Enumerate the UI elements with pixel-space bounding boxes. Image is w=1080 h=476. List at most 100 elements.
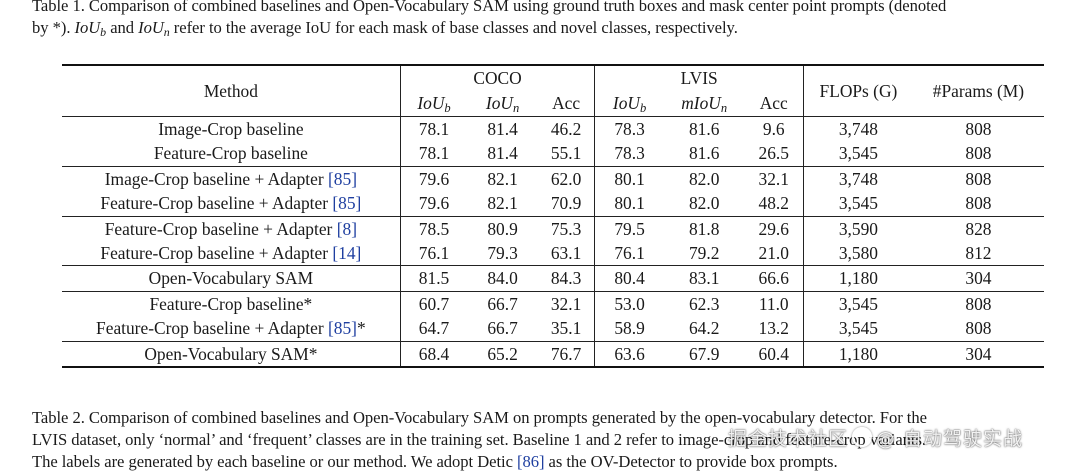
iou-n-base: IoU [138, 18, 164, 37]
flops-cell: 3,545 [802, 191, 913, 217]
table-row: Feature-Crop baseline 78.1 81.4 55.1 78.3 81.… [62, 141, 1044, 167]
table-body: Image-Crop baseline 78.1 81.4 46.2 78.3 81.6 9… [62, 116, 1044, 369]
lvis-iou-b-cell: 80.1 [594, 191, 664, 217]
header-text: IoU [417, 92, 445, 113]
params-cell: 812 [965, 243, 992, 264]
method-name: Feature-Crop baseline* [149, 293, 313, 314]
coco-iou-n-cell: 66.7 [467, 290, 538, 317]
flops-cell: 1,180 [802, 340, 913, 369]
lvis-miou-n-cell: 62.3 [663, 290, 745, 317]
flops-cell: 3,545 [802, 316, 913, 342]
coco-acc-cell: 46.2 [537, 116, 595, 142]
coco-iou-n-cell: 79.3 [487, 243, 518, 264]
coco-iou-b-cell: 78.1 [399, 141, 468, 167]
method-cell: Image-Crop baseline + Adapter [85] [62, 165, 401, 192]
lvis-miou-n-cell: 81.6 [688, 143, 720, 164]
lvis-iou-b-cell: 78.3 [594, 116, 664, 142]
table-row: Image-Crop baseline + Adapter [85] 79.6 82… [62, 165, 1044, 192]
lvis-acc-cell: 21.0 [758, 243, 789, 264]
coco-header: COCO [399, 65, 595, 90]
table1-caption: Table 1. Comparison of combined baseline… [32, 0, 1076, 39]
params-cell: 808 [965, 318, 992, 339]
lvis-iou-b-cell: 80.1 [594, 165, 664, 192]
params-cell: 808 [912, 116, 1044, 142]
params-header: #Params (M) [932, 80, 1025, 101]
params-cell: 808 [965, 143, 992, 164]
lvis-acc-cell: 29.6 [744, 215, 804, 242]
table1-caption-line2: by *). IoUb and IoUn refer to the averag… [32, 17, 1076, 39]
caption-text: by *). [32, 18, 75, 37]
flops-cell: 3,545 [802, 141, 913, 167]
lvis-acc-cell: 32.1 [744, 165, 804, 192]
method-suffix: * [356, 318, 366, 339]
lvis-iou-b-cell: 78.3 [594, 141, 664, 167]
header-row-2: IoUb IoUn Acc IoUb mIoUn Acc [62, 90, 1044, 117]
coco-acc-header: Acc [552, 92, 581, 113]
iou-n-sub: n [163, 24, 170, 39]
coco-acc-cell: 70.9 [550, 193, 582, 214]
lvis-miou-n-cell: 83.1 [663, 265, 745, 292]
lvis-iou-b-cell: 58.9 [594, 316, 664, 342]
lvis-miou-n-cell: 67.9 [663, 340, 745, 369]
method-name: Open-Vocabulary SAM* [144, 343, 318, 364]
coco-iou-b-cell: 64.7 [399, 316, 468, 342]
params-cell: 808 [912, 290, 1044, 317]
coco-acc-cell: 32.1 [537, 290, 595, 317]
method-header: Method [203, 80, 258, 101]
iou-b-symbol: IoUb [75, 18, 107, 39]
citation-link[interactable]: [8] [336, 218, 357, 239]
method-name: Feature-Crop baseline + Adapter [96, 318, 328, 339]
coco-iou-n-cell: 66.7 [487, 318, 518, 339]
lvis-iou-b-cell: 76.1 [594, 241, 664, 266]
coco-iou-n-cell: 81.4 [467, 116, 538, 142]
lvis-miou-n-cell: 82.0 [688, 193, 720, 214]
coco-iou-b-cell: 60.7 [399, 290, 468, 317]
citation-link[interactable]: [85] [328, 168, 357, 189]
coco-acc-cell: 84.3 [537, 265, 595, 292]
coco-acc-cell: 63.1 [550, 243, 582, 264]
method-cell: Feature-Crop baseline + Adapter [14] [62, 241, 400, 266]
table2-caption-line2: LVIS dataset, only ‘normal’ and ‘frequen… [32, 430, 926, 449]
table-row: Open-Vocabulary SAM* 68.4 65.2 76.7 63.6 67.9… [62, 340, 1044, 369]
header-text: IoU [612, 92, 640, 113]
lvis-miou-n-cell: 81.6 [663, 116, 745, 142]
params-cell: 808 [965, 193, 992, 214]
params-cell: 828 [912, 215, 1044, 242]
lvis-acc-header: Acc [759, 92, 788, 113]
caption-text-end: as the OV-Detector to provide box prompt… [544, 452, 838, 471]
citation-link[interactable]: [85] [328, 318, 357, 339]
method-name: Feature-Crop baseline + Adapter [104, 218, 337, 239]
iou-b-sub: b [100, 24, 107, 39]
method-name: Image-Crop baseline [158, 119, 304, 139]
coco-acc-cell: 62.0 [537, 165, 595, 192]
camera-icon [852, 427, 873, 447]
table-row: Feature-Crop baseline + Adapter [8] 78.5 8… [62, 215, 1044, 242]
coco-iou-n-cell: 82.1 [467, 165, 538, 192]
method-cell: Feature-Crop baseline + Adapter [85] [62, 191, 400, 216]
coco-acc-cell: 55.1 [550, 143, 582, 164]
header-text: IoU [485, 92, 513, 113]
lvis-miou-n-cell: 64.2 [688, 318, 720, 339]
coco-iou-b-cell: 79.6 [399, 165, 468, 192]
watermark-text-right: @ 自动驾驶实战 [876, 428, 1024, 450]
method-name: Feature-Crop baseline [153, 143, 308, 164]
citation-link[interactable]: [85] [332, 193, 362, 214]
coco-iou-n-cell: 81.4 [487, 143, 518, 164]
citation-link[interactable]: [14] [332, 243, 362, 264]
lvis-miou-n-cell: 82.0 [663, 165, 745, 192]
header-sub: n [512, 100, 520, 115]
method-name: Feature-Crop baseline + Adapter [100, 193, 333, 214]
watermark: 掘金技术社区 @ 自动驾驶实战 [728, 424, 1023, 451]
header-sub: n [720, 100, 728, 115]
citation-link[interactable]: [86] [517, 452, 545, 471]
flops-cell: 3,580 [802, 241, 913, 266]
table-row: Feature-Crop baseline* 60.7 66.7 32.1 53.0 62… [62, 290, 1044, 317]
lvis-iou-b-cell: 80.4 [594, 265, 664, 292]
header-sub: b [639, 100, 647, 115]
coco-iou-n-header: IoUn [467, 90, 538, 117]
caption-text-end: refer to the average IoU for each mask o… [169, 18, 738, 37]
method-cell: Feature-Crop baseline + Adapter [8] [62, 215, 401, 242]
lvis-miou-n-cell: 81.8 [663, 215, 745, 242]
results-table: Method COCO LVIS FLOPs (G) #Params (M) I… [62, 64, 1044, 369]
caption-text: The labels are generated by each baselin… [32, 452, 517, 471]
